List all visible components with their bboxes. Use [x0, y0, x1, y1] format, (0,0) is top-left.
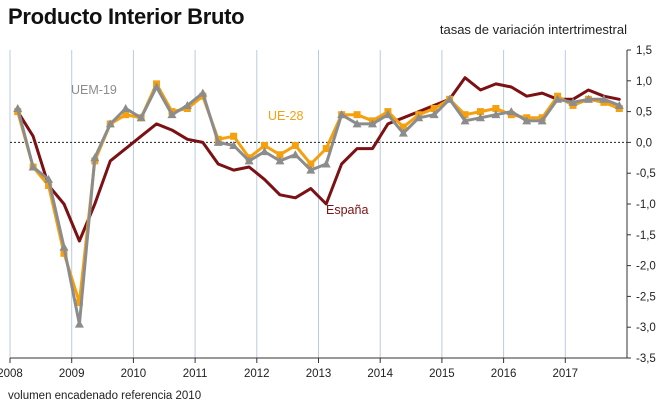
- x-tick-label: 2009: [59, 368, 85, 380]
- x-tick-label: 2008: [0, 368, 23, 380]
- data-point-uem19: [290, 150, 300, 159]
- series-line-espa-a: [16, 76, 621, 243]
- x-tick-label: 2016: [491, 368, 517, 380]
- y-tick-label: -0,5: [636, 168, 656, 180]
- data-point-ue28: [322, 145, 330, 153]
- y-tick-label: 0,0: [636, 137, 652, 149]
- data-point-uem19: [59, 242, 69, 251]
- chart-footnote: volumen encadenado referencia 2010: [8, 390, 202, 402]
- series-layer: [13, 76, 624, 328]
- data-point-uem19: [90, 153, 100, 162]
- data-point-uem19: [337, 110, 347, 119]
- x-tick-label: 2010: [121, 368, 147, 380]
- data-point-uem19: [583, 94, 593, 103]
- data-point-uem19: [414, 113, 424, 122]
- chart-subtitle: tasas de variación intertrimestral: [439, 22, 627, 37]
- data-point-uem19: [28, 162, 38, 171]
- data-point-uem19: [167, 110, 177, 119]
- y-tick-label: 1,0: [636, 76, 652, 88]
- x-tick-label: 2013: [306, 368, 332, 380]
- y-tick-label: 0,5: [636, 107, 652, 119]
- data-point-uem19: [445, 94, 455, 103]
- series-label-uem-19: UEM-19: [71, 83, 117, 97]
- data-point-uem19: [537, 116, 547, 125]
- data-point-uem19: [553, 94, 563, 103]
- data-point-ue28: [492, 105, 500, 113]
- data-point-ue28: [291, 141, 299, 149]
- data-point-ue28: [353, 111, 361, 119]
- data-point-uem19: [121, 104, 131, 113]
- y-tick-label: -1,5: [636, 230, 656, 242]
- data-point-uem19: [198, 88, 208, 97]
- y-tick-label: -2,0: [636, 261, 656, 273]
- data-point-uem19: [244, 156, 254, 165]
- data-point-ue28: [261, 141, 269, 149]
- data-point-uem19: [13, 104, 23, 113]
- data-point-uem19: [475, 113, 485, 122]
- data-point-uem19: [506, 107, 516, 116]
- data-point-uem19: [614, 100, 624, 109]
- x-tick-label: 2017: [553, 368, 579, 380]
- y-tick-label: -1,0: [636, 199, 656, 211]
- data-point-ue28: [399, 123, 407, 131]
- data-point-uem19: [352, 119, 362, 128]
- data-point-uem19: [398, 128, 408, 137]
- data-point-uem19: [260, 147, 270, 156]
- data-point-uem19: [213, 137, 223, 146]
- data-point-uem19: [182, 100, 192, 109]
- data-point-ue28: [75, 299, 83, 307]
- data-point-ue28: [476, 108, 484, 116]
- data-point-ue28: [276, 151, 284, 159]
- x-tick-label: 2014: [367, 368, 393, 380]
- data-point-uem19: [74, 319, 84, 328]
- y-tick-label: 1,5: [636, 45, 652, 57]
- data-point-uem19: [599, 94, 609, 103]
- data-point-uem19: [460, 116, 470, 125]
- chart-title: Producto Interior Bruto: [8, 4, 245, 29]
- series-line-uem-19: [16, 85, 621, 326]
- data-point-uem19: [321, 159, 331, 168]
- data-point-uem19: [136, 113, 146, 122]
- data-point-ue28: [430, 105, 438, 113]
- y-tick-label: -3,0: [636, 322, 656, 334]
- x-tick-label: 2012: [244, 368, 270, 380]
- x-tick-label: 2015: [429, 368, 455, 380]
- data-point-uem19: [105, 119, 115, 128]
- series-label-espa-a: España: [326, 203, 368, 217]
- data-point-uem19: [491, 110, 501, 119]
- data-point-ue28: [122, 111, 130, 119]
- axes: 2008 2009 2010 2011 2012 2013 2014 2015 2016 2017…: [0, 45, 656, 380]
- y-tick-label: -2,5: [636, 291, 656, 303]
- data-point-uem19: [44, 174, 54, 183]
- x-tick-label: 2011: [183, 368, 208, 380]
- data-point-ue28: [230, 132, 238, 140]
- data-point-uem19: [522, 116, 532, 125]
- data-point-ue28: [461, 111, 469, 119]
- data-point-uem19: [275, 156, 285, 165]
- data-point-ue28: [307, 160, 315, 168]
- data-point-uem19: [429, 110, 439, 119]
- data-point-uem19: [568, 97, 578, 106]
- data-point-uem19: [306, 165, 316, 174]
- series-labels: España UE-28 UEM-19: [71, 83, 368, 217]
- data-point-uem19: [152, 82, 162, 91]
- data-point-uem19: [229, 140, 239, 149]
- series-label-ue-28: UE-28: [268, 109, 303, 123]
- y-tick-label: -3,5: [636, 353, 656, 365]
- data-point-uem19: [383, 110, 393, 119]
- data-point-uem19: [367, 119, 377, 128]
